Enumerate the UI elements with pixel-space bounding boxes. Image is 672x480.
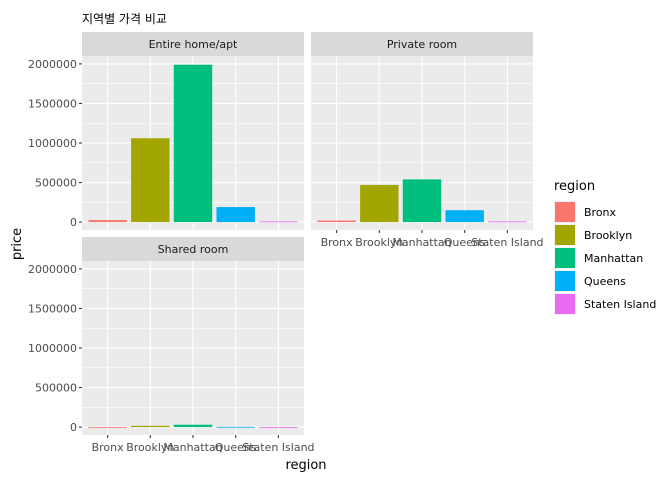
legend-label-staten-island: Staten Island	[584, 298, 656, 311]
x-tick-label-brooklyn: Brooklyn	[126, 441, 174, 454]
bar-private-room-brooklyn	[360, 184, 399, 223]
bar-shared-room-brooklyn	[131, 425, 170, 428]
bar-shared-room-manhattan	[173, 424, 213, 428]
legend-label-manhattan: Manhattan	[584, 252, 643, 265]
facet-strip-entire-home-apt	[82, 32, 304, 56]
x-tick-label-staten-island: Staten Island	[471, 236, 543, 249]
bar-private-room-bronx	[317, 220, 356, 223]
facet-label-entire-home-apt: Entire home/apt	[149, 38, 238, 51]
x-tick-label-brooklyn: Brooklyn	[355, 236, 403, 249]
bar-entire-home-apt-queens	[216, 207, 255, 223]
bar-entire-home-apt-staten-island	[259, 221, 298, 223]
y-tick-label: 0	[70, 421, 77, 434]
x-tick-label-queens: Queens	[215, 441, 257, 454]
bar-entire-home-apt-brooklyn	[131, 138, 170, 223]
bar-entire-home-apt-manhattan	[173, 64, 213, 223]
bar-entire-home-apt-bronx	[88, 220, 127, 223]
y-axis-title: price	[10, 228, 25, 260]
legend-swatch-staten-island	[555, 294, 575, 314]
y-tick-label: 1500000	[28, 97, 77, 110]
x-tick-label-manhattan: Manhattan	[163, 441, 222, 454]
legend-title: region	[554, 179, 595, 194]
facet-private-room: Private room Bronx BrooklynManhattanQueens…	[311, 32, 544, 249]
facet-shared-room: Shared room 0 500000 1000000 1500000 2000000 B…	[28, 237, 315, 454]
x-tick-label-staten-island: Staten Island	[242, 441, 314, 454]
legend-swatch-brooklyn	[555, 225, 575, 245]
facet-strip-shared-room	[82, 237, 304, 261]
x-tick-label-queens: Queens	[444, 236, 486, 249]
bar-shared-room-queens	[216, 426, 255, 428]
y-tick-label: 1000000	[28, 342, 77, 355]
chart-title: 지역별 가격 비교	[82, 12, 167, 26]
legend: region Bronx Brooklyn Manhattan Queens State…	[554, 179, 656, 315]
y-tick-label: 500000	[35, 177, 77, 190]
legend-swatch-bronx	[555, 202, 575, 222]
bar-private-room-manhattan	[402, 179, 442, 223]
bar-private-room-queens	[445, 210, 484, 223]
facet-label-shared-room: Shared room	[158, 243, 229, 256]
x-tick-label-bronx: Bronx	[92, 441, 125, 454]
y-tick-label: 2000000	[28, 263, 77, 276]
legend-label-brooklyn: Brooklyn	[584, 229, 632, 242]
facet-panels: Entire home/apt 0 500000 1000000 1500000 2000…	[28, 32, 544, 454]
y-tick-label: 2000000	[28, 58, 77, 71]
facet-entire-home-apt: Entire home/apt 0 500000 1000000 1500000 2000…	[28, 32, 304, 230]
legend-swatch-manhattan	[555, 248, 575, 268]
bar-shared-room-bronx	[88, 426, 127, 428]
legend-label-bronx: Bronx	[584, 206, 617, 219]
y-tick-label: 500000	[35, 382, 77, 395]
bar-shared-room-staten-island	[259, 427, 298, 428]
x-tick-label-manhattan: Manhattan	[392, 236, 451, 249]
y-tick-label: 1000000	[28, 137, 77, 150]
x-axis-title: region	[285, 458, 326, 473]
x-tick-label-bronx: Bronx	[321, 236, 354, 249]
bar-private-room-staten-island	[488, 221, 527, 223]
y-tick-label: 1500000	[28, 302, 77, 315]
facet-strip-private-room	[311, 32, 533, 56]
legend-label-queens: Queens	[584, 275, 626, 288]
facet-label-private-room: Private room	[387, 38, 457, 51]
legend-swatch-queens	[555, 271, 575, 291]
y-tick-label: 0	[70, 216, 77, 229]
